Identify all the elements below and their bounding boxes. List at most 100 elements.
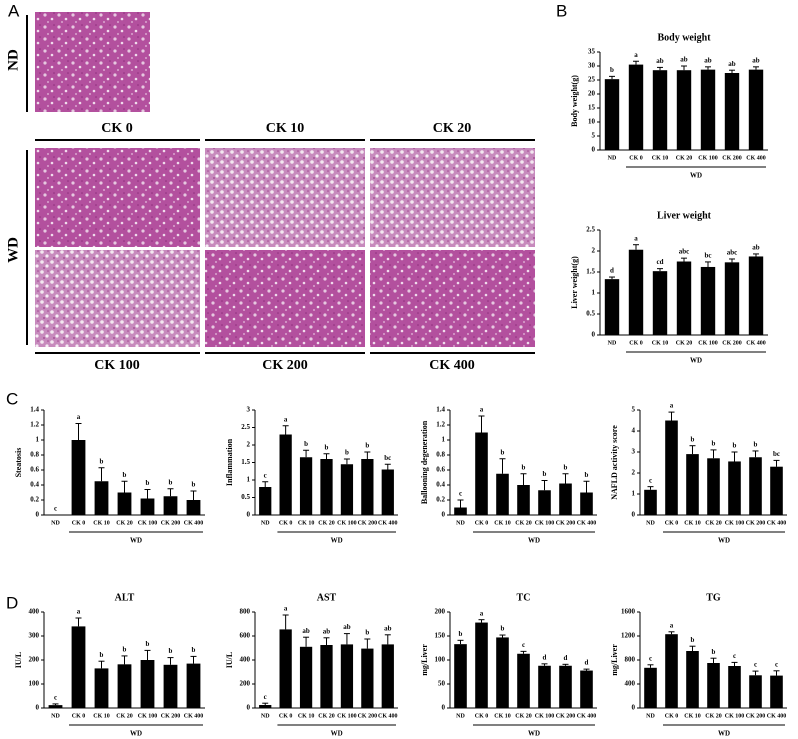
bar	[559, 665, 572, 708]
x-tick-label: CK 10	[298, 520, 315, 526]
x-tick-label: CK 100	[698, 155, 718, 161]
significance-label: a	[480, 406, 484, 414]
x-tick-label: CK 200	[722, 340, 742, 346]
group-label: WD	[130, 537, 142, 545]
x-tick-label: CK 10	[494, 520, 511, 526]
y-tick-label: 2	[247, 441, 251, 449]
bar	[748, 256, 764, 335]
y-tick-label: 800	[625, 656, 636, 664]
y-tick-label: 1.4	[436, 406, 445, 414]
histology-image	[35, 148, 200, 247]
y-tick-label: 1600	[621, 608, 636, 616]
bar	[320, 645, 333, 708]
y-tick-label: 1200	[621, 632, 636, 640]
y-tick-label: 200	[435, 608, 446, 616]
y-tick-label: 0.4	[436, 481, 445, 489]
y-tick-label: 50	[438, 680, 446, 688]
significance-label: b	[304, 440, 308, 448]
significance-label: b	[100, 457, 104, 465]
significance-label: ab	[704, 56, 712, 64]
x-tick-label: ND	[608, 340, 617, 346]
y-tick-label: 0.5	[241, 493, 250, 501]
significance-label: b	[146, 640, 150, 648]
significance-label: abc	[727, 249, 738, 257]
bar	[517, 653, 530, 708]
histology-label: CK 0	[101, 121, 133, 136]
significance-label: b	[754, 441, 758, 449]
group-label: WD	[331, 537, 343, 545]
significance-label: b	[365, 442, 369, 450]
bar	[361, 459, 374, 515]
x-tick-label: CK 10	[298, 713, 315, 719]
bar	[770, 675, 783, 708]
bar	[279, 629, 292, 708]
chart-title: ALT	[115, 592, 135, 603]
significance-label: c	[54, 694, 57, 702]
x-tick-label: CK 200	[746, 713, 766, 719]
y-axis-label: IU/L	[14, 652, 23, 668]
significance-label: c	[649, 476, 652, 484]
bar	[71, 626, 86, 708]
y-axis-label: Liver weight(g)	[570, 256, 579, 309]
bar	[340, 644, 354, 708]
histology-image	[35, 250, 200, 347]
significance-label: d	[610, 267, 614, 275]
significance-label: ab	[752, 56, 760, 64]
x-tick-label: CK 10	[684, 713, 701, 719]
significance-label: a	[634, 234, 638, 242]
histology-label: CK 400	[429, 358, 475, 373]
bar	[728, 461, 741, 515]
group-label: WD	[331, 730, 343, 738]
significance-label: a	[77, 608, 81, 616]
significance-label: c	[264, 693, 267, 701]
y-tick-label: 5	[592, 132, 596, 140]
significance-label: b	[123, 646, 127, 654]
x-tick-label: CK 200	[161, 520, 181, 526]
x-tick-label: CK 20	[318, 520, 335, 526]
significance-label: b	[585, 471, 589, 479]
bar	[538, 665, 551, 708]
bar	[186, 500, 201, 515]
chart-title: TG	[706, 592, 721, 603]
y-axis-label: Steatosis	[14, 448, 23, 478]
significance-label: b	[345, 449, 349, 457]
x-tick-label: ND	[608, 155, 617, 161]
bar	[686, 454, 699, 515]
y-tick-label: 0.4	[30, 481, 39, 489]
significance-label: ab	[656, 57, 664, 65]
significance-label: a	[284, 415, 288, 423]
x-tick-label: ND	[51, 520, 60, 526]
x-tick-label: CK 400	[378, 713, 398, 719]
nd-label: ND	[5, 49, 21, 71]
y-tick-label: 0.6	[30, 466, 39, 474]
x-tick-label: ND	[261, 520, 270, 526]
y-tick-label: 0	[247, 511, 251, 519]
y-axis-label: Ballooning degeneration	[420, 420, 429, 504]
bar	[259, 705, 272, 708]
significance-label: b	[610, 66, 614, 74]
panel-label: B	[556, 1, 567, 20]
significance-label: c	[649, 654, 652, 662]
x-tick-label: CK 200	[556, 520, 576, 526]
significance-label: ab	[384, 624, 392, 632]
bar	[71, 440, 86, 515]
significance-label: b	[712, 440, 716, 448]
x-tick-label: CK 200	[746, 520, 766, 526]
y-tick-label: 3	[632, 448, 636, 456]
y-tick-label: 0	[36, 511, 40, 519]
x-tick-label: CK 200	[358, 520, 378, 526]
significance-label: ab	[323, 627, 331, 635]
y-tick-label: 1	[247, 476, 251, 484]
x-tick-label: CK 100	[337, 520, 357, 526]
significance-label: d	[543, 653, 547, 661]
bar	[604, 279, 620, 335]
x-tick-label: CK 10	[684, 520, 701, 526]
significance-label: ab	[343, 623, 351, 631]
bar	[496, 637, 509, 708]
significance-label: b	[192, 481, 196, 489]
histology-label: CK 200	[262, 358, 308, 373]
significance-label: ab	[680, 56, 688, 64]
y-axis-label: mg/Liver	[420, 644, 429, 676]
y-tick-label: 30	[588, 62, 596, 70]
x-tick-label: CK 0	[629, 155, 643, 161]
